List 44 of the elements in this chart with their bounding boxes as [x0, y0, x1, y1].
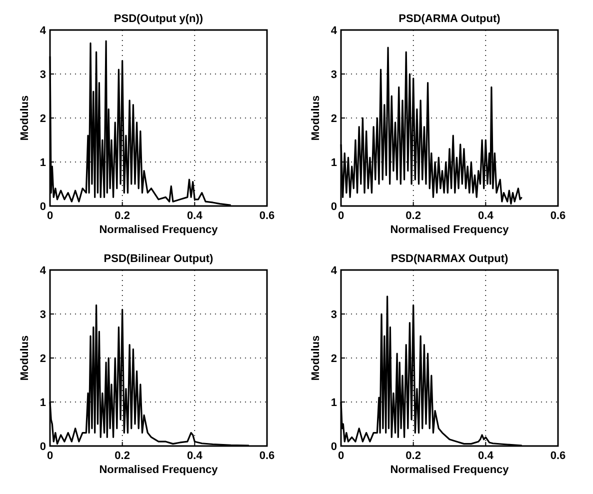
- y-axis-title: Modulus: [310, 335, 322, 381]
- y-tick-label: 0: [40, 201, 46, 213]
- y-tick-label: 4: [40, 265, 47, 277]
- y-tick-label: 3: [40, 309, 46, 321]
- x-tick-label: 0.2: [114, 210, 130, 222]
- x-tick-label: 0.6: [259, 210, 275, 222]
- y-tick-label: 2: [40, 353, 46, 365]
- y-axis-title: Modulus: [19, 95, 31, 141]
- y-axis-title: Modulus: [19, 335, 31, 381]
- y-tick-label: 2: [40, 113, 46, 125]
- y-axis-title: Modulus: [310, 95, 322, 141]
- x-tick-label: 0.6: [550, 210, 566, 222]
- y-tick-label: 1: [40, 397, 46, 409]
- x-axis-title: Normalised Frequency: [390, 464, 510, 476]
- x-tick-label: 0.6: [550, 450, 566, 462]
- y-tick-label: 2: [330, 113, 337, 125]
- x-tick-label: 0.4: [187, 210, 204, 222]
- chart-title: PSD(Output y(n)): [114, 13, 204, 25]
- x-tick-label: 0.4: [478, 450, 494, 462]
- x-axis-title: Normalised Frequency: [99, 464, 219, 476]
- y-tick-label: 0: [330, 201, 337, 213]
- x-axis-title: Normalised Frequency: [99, 224, 219, 236]
- x-tick-label: 0.4: [478, 210, 494, 222]
- y-tick-label: 3: [330, 69, 337, 81]
- y-tick-label: 2: [330, 353, 337, 365]
- x-tick-label: 0.6: [259, 450, 275, 462]
- y-tick-label: 4: [330, 265, 338, 277]
- y-tick-label: 0: [40, 441, 46, 453]
- x-tick-label: 0.2: [406, 210, 421, 222]
- y-tick-label: 3: [40, 69, 46, 81]
- y-tick-label: 1: [330, 157, 337, 169]
- y-tick-label: 1: [40, 157, 46, 169]
- x-tick-label: 0.4: [187, 450, 204, 462]
- y-tick-label: 4: [330, 25, 338, 37]
- x-tick-label: 0.2: [114, 450, 130, 462]
- y-tick-label: 0: [330, 441, 337, 453]
- chart-title: PSD(Bilinear Output): [104, 253, 214, 265]
- y-tick-label: 1: [330, 397, 337, 409]
- x-tick-label: 0.2: [406, 450, 421, 462]
- chart-title: PSD(NARMAX Output): [390, 253, 508, 265]
- x-axis-title: Normalised Frequency: [390, 224, 510, 236]
- chart-title: PSD(ARMA Output): [398, 13, 501, 25]
- y-tick-label: 4: [40, 25, 47, 37]
- y-tick-label: 3: [330, 309, 337, 321]
